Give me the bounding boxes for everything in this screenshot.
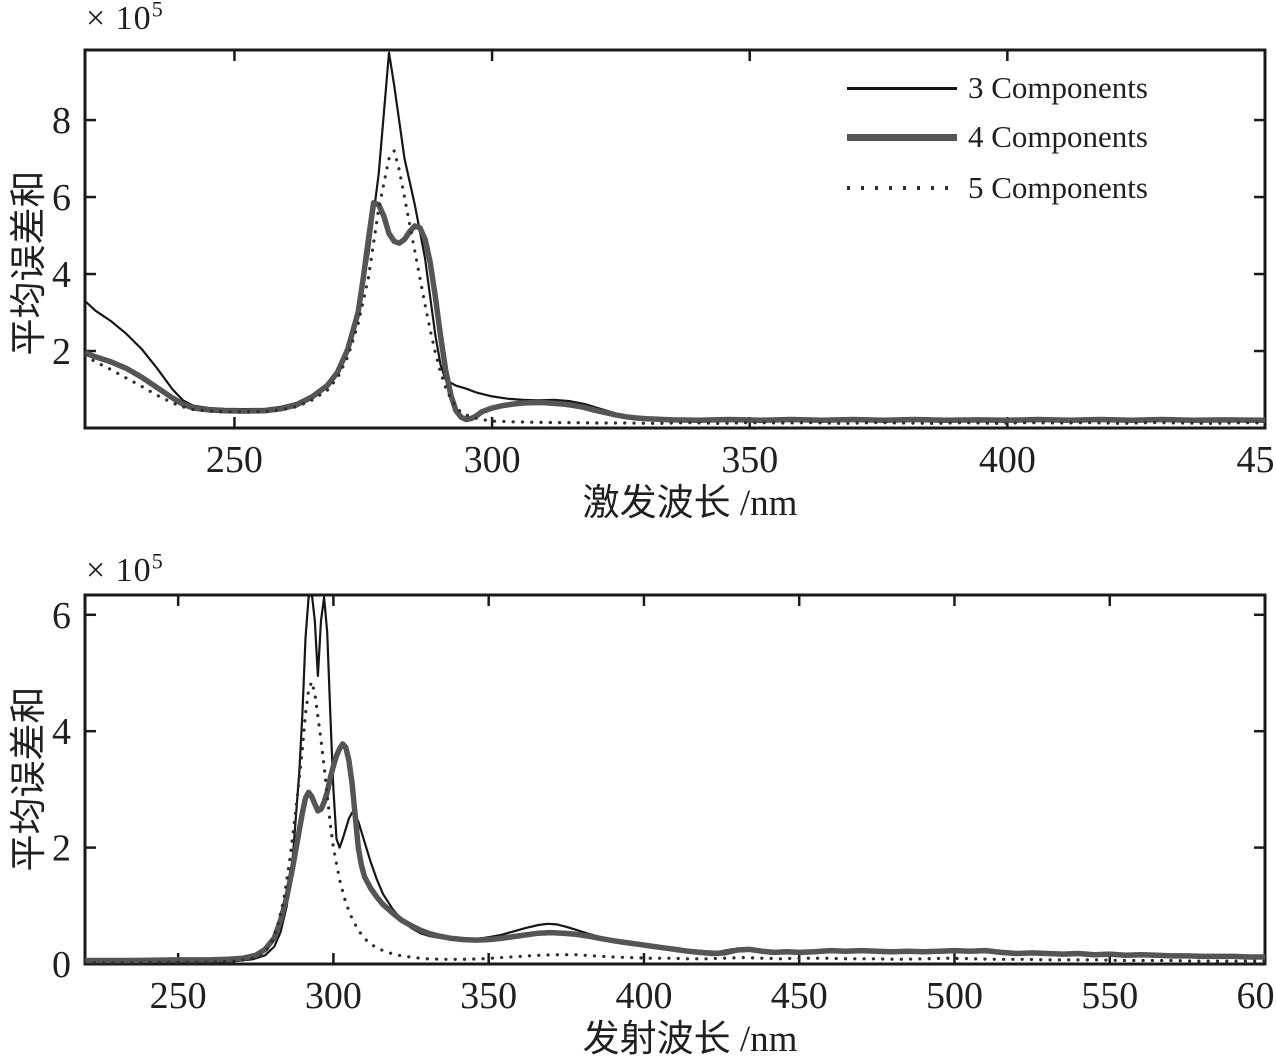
legend-item-4-components: 4 Components bbox=[847, 121, 1148, 153]
series-line-thick bbox=[84, 200, 1266, 424]
legend-line-thick bbox=[847, 133, 957, 141]
y-tick-label: 0 bbox=[52, 944, 71, 986]
legend-line-thin bbox=[847, 86, 957, 90]
series-line-dotted bbox=[83, 680, 1267, 965]
series-line-thin bbox=[84, 51, 1266, 421]
y-tick-label: 2 bbox=[52, 828, 71, 870]
plot-area-1: 250 300 350 400 450 500 550 600 0 2 4 6 bbox=[52, 593, 1276, 1017]
top-chart-y-scale-label: × 105 bbox=[86, 0, 164, 37]
x-tick-label: 500 bbox=[926, 975, 983, 1017]
x-tick-label: 300 bbox=[305, 975, 362, 1017]
series-line-thin bbox=[85, 595, 1265, 964]
x-tick-label: 550 bbox=[1081, 975, 1138, 1017]
y-tick-label: 6 bbox=[52, 177, 71, 219]
y-tick-label: 2 bbox=[52, 331, 71, 373]
legend-label: 5 Components bbox=[968, 170, 1148, 205]
plot-area-0: 250 300 350 400 450 2 4 6 8 bbox=[52, 48, 1276, 481]
x-tick-label: 450 bbox=[771, 975, 828, 1017]
legend-line-dotted bbox=[847, 186, 957, 190]
x-tick-label: 400 bbox=[615, 975, 672, 1017]
x-tick-label: 250 bbox=[150, 975, 207, 1017]
top-chart-x-axis-title: 激发波长 /nm bbox=[582, 483, 798, 524]
legend-item-3-components: 3 Components bbox=[847, 72, 1148, 104]
legend-label: 3 Components bbox=[968, 70, 1148, 105]
y-tick-label: 4 bbox=[52, 711, 71, 753]
bottom-chart-x-axis-title: 发射波长 /nm bbox=[582, 1019, 798, 1060]
bottom-chart-y-axis-title: 平均误差和 bbox=[9, 686, 50, 872]
legend-label: 4 Components bbox=[968, 119, 1148, 154]
x-tick-label: 600 bbox=[1237, 975, 1276, 1017]
x-tick-label: 350 bbox=[460, 975, 517, 1017]
x-tick-label: 450 bbox=[1237, 439, 1276, 481]
x-tick-label: 250 bbox=[206, 439, 263, 481]
plot-box bbox=[83, 48, 1267, 430]
series-line-thick bbox=[85, 741, 1265, 964]
top-chart-y-axis-title: 平均误差和 bbox=[9, 170, 50, 356]
y-tick-label: 8 bbox=[52, 100, 71, 142]
bottom-chart-y-scale-label: × 105 bbox=[86, 548, 164, 589]
y-tick-label: 6 bbox=[52, 595, 71, 637]
y-tick-label: 4 bbox=[52, 254, 71, 296]
x-tick-label: 350 bbox=[721, 439, 778, 481]
series-line-dotted bbox=[83, 149, 1267, 425]
legend-item-5-components: 5 Components bbox=[847, 172, 1148, 204]
x-tick-label: 400 bbox=[979, 439, 1036, 481]
plot-box bbox=[83, 593, 1267, 966]
x-tick-label: 300 bbox=[464, 439, 521, 481]
